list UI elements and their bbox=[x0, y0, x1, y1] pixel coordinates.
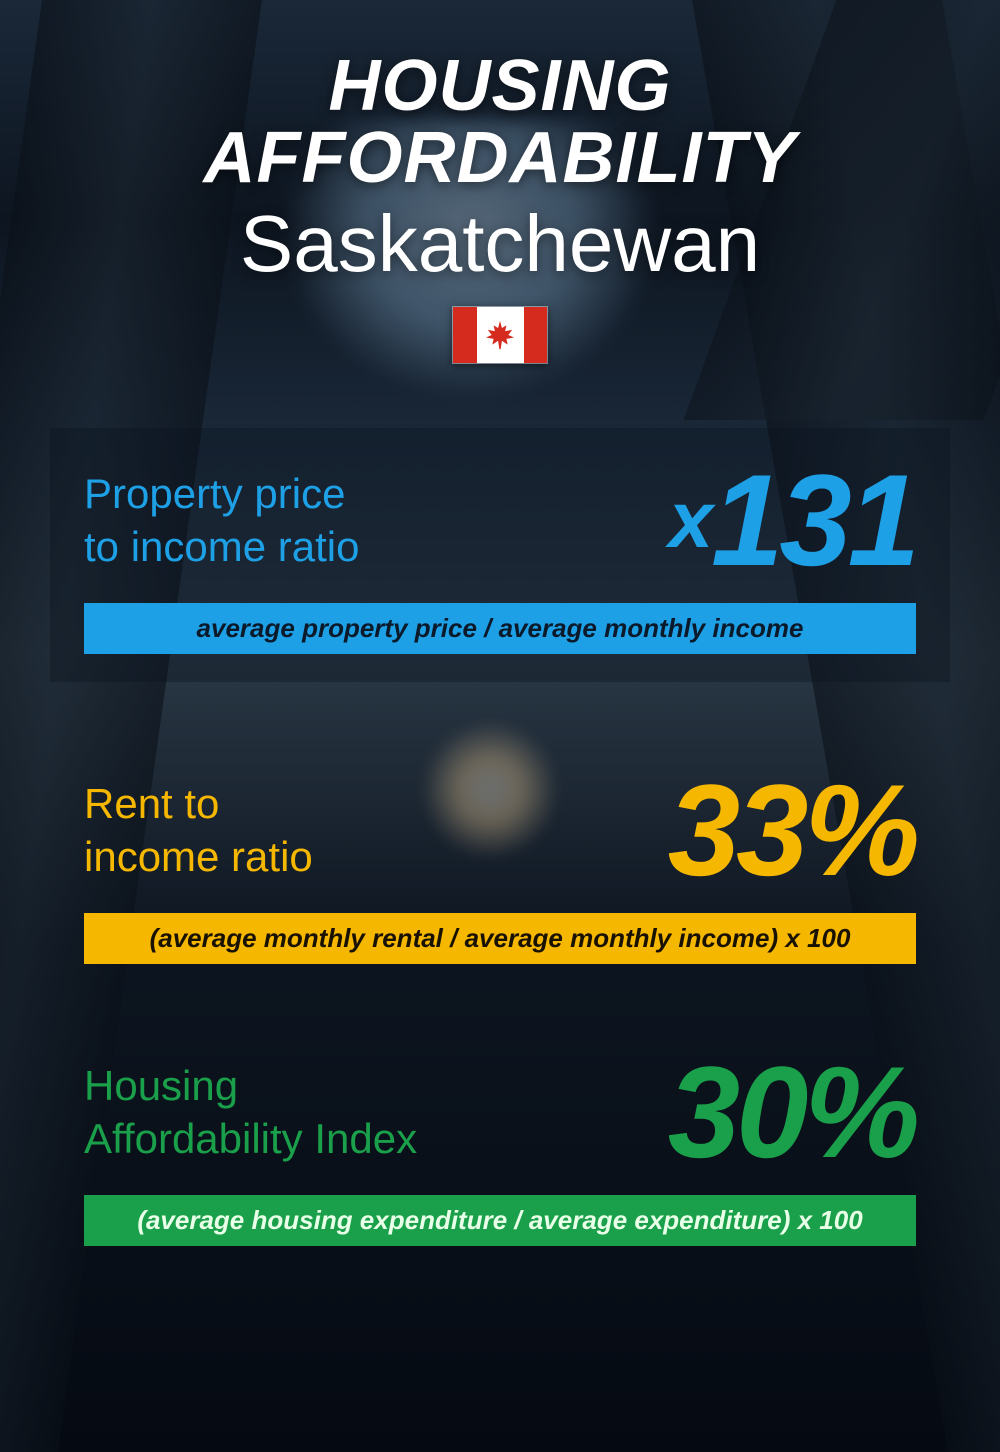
value-number: 30% bbox=[668, 1039, 916, 1185]
flag-right-bar bbox=[524, 307, 548, 363]
value-prefix: x bbox=[669, 475, 712, 564]
card-label: Rent toincome ratio bbox=[84, 778, 313, 883]
card-value: 33% bbox=[668, 772, 916, 889]
card-row: Rent toincome ratio 33% bbox=[84, 772, 916, 889]
label-line-1: Property priceto income ratio bbox=[84, 470, 359, 570]
formula-bar: average property price / average monthly… bbox=[84, 603, 916, 654]
card-rent-income-ratio: Rent toincome ratio 33% (average monthly… bbox=[50, 772, 950, 964]
card-value: 30% bbox=[668, 1054, 916, 1171]
canada-flag-icon bbox=[452, 306, 548, 364]
page-subtitle: Saskatchewan bbox=[50, 200, 950, 288]
content-container: HOUSING AFFORDABILITY Saskatchewan Prope… bbox=[0, 0, 1000, 1452]
card-affordability-index: HousingAffordability Index 30% (average … bbox=[50, 1054, 950, 1246]
card-row: HousingAffordability Index 30% bbox=[84, 1054, 916, 1171]
maple-leaf-icon bbox=[484, 318, 516, 352]
cards-list: Property priceto income ratio x131 avera… bbox=[50, 428, 950, 1246]
formula-bar: (average monthly rental / average monthl… bbox=[84, 913, 916, 964]
card-label: Property priceto income ratio bbox=[84, 468, 359, 573]
flag-left-bar bbox=[453, 307, 477, 363]
flag-container bbox=[50, 306, 950, 368]
page-title: HOUSING AFFORDABILITY bbox=[50, 50, 950, 194]
label-text: HousingAffordability Index bbox=[84, 1062, 417, 1162]
value-number: 33% bbox=[668, 757, 916, 903]
card-value: x131 bbox=[669, 462, 916, 579]
card-row: Property priceto income ratio x131 bbox=[84, 462, 916, 579]
card-label: HousingAffordability Index bbox=[84, 1060, 417, 1165]
card-property-price-ratio: Property priceto income ratio x131 avera… bbox=[50, 428, 950, 682]
formula-bar: (average housing expenditure / average e… bbox=[84, 1195, 916, 1246]
label-text: Rent toincome ratio bbox=[84, 780, 313, 880]
value-number: 131 bbox=[711, 447, 916, 593]
flag-center bbox=[477, 307, 524, 363]
